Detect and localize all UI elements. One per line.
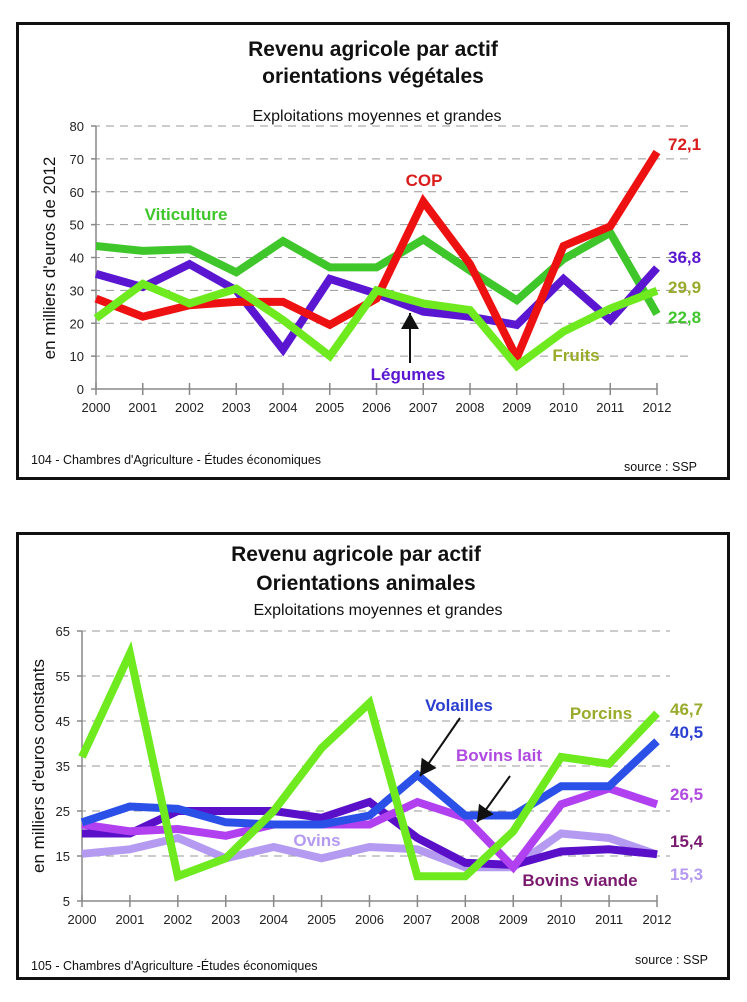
- series-annotation-volailles: Volailles: [425, 696, 493, 715]
- x-tick-label: 2002: [163, 912, 192, 927]
- chart1-footer-left: 104 - Chambres d'Agriculture - Études éc…: [31, 452, 321, 467]
- series-annotation-viticulture: Viticulture: [145, 205, 228, 224]
- arrowhead-icon: [401, 313, 419, 329]
- y-tick-label: 5: [63, 894, 70, 909]
- y-tick-label: 55: [56, 669, 70, 684]
- y-tick-label: 25: [56, 804, 70, 819]
- x-tick-label: 2005: [307, 912, 336, 927]
- series-annotation-bovins-viande: Bovins viande: [522, 871, 637, 890]
- x-tick-label: 2008: [456, 400, 485, 415]
- chart1-subtitle: Exploitations moyennes et grandes: [252, 108, 501, 125]
- y-tick-label: 80: [70, 119, 84, 134]
- end-value-label-cop: 72,1: [668, 135, 701, 154]
- x-tick-label: 2002: [175, 400, 204, 415]
- end-value-label-fruits: 29,9: [668, 278, 701, 297]
- chart2-footer-left: 105 - Chambres d'Agriculture -Études éco…: [31, 958, 318, 973]
- series-annotation-ovins: Ovins: [293, 831, 340, 850]
- x-tick-label: 2006: [362, 400, 391, 415]
- chart2-footer-right: source : SSP: [635, 953, 708, 967]
- chart1-ylabel: en milliers d'euros de 2012: [40, 157, 59, 360]
- x-tick-label: 2003: [211, 912, 240, 927]
- x-tick-label: 2012: [643, 400, 672, 415]
- end-value-label-porcins: 46,7: [670, 700, 703, 719]
- series-annotation-cop: COP: [406, 171, 443, 190]
- x-tick-label: 2005: [315, 400, 344, 415]
- y-tick-label: 15: [56, 849, 70, 864]
- x-tick-label: 2010: [549, 400, 578, 415]
- y-tick-label: 70: [70, 152, 84, 167]
- end-value-label-bovins-viande: 15,4: [670, 832, 704, 851]
- x-tick-label: 2007: [409, 400, 438, 415]
- y-tick-label: 10: [70, 349, 84, 364]
- y-tick-label: 50: [70, 218, 84, 233]
- x-tick-label: 2011: [596, 400, 624, 415]
- x-tick-label: 2009: [502, 400, 531, 415]
- x-tick-label: 2000: [68, 912, 97, 927]
- x-tick-label: 2009: [499, 912, 528, 927]
- arrowhead-icon: [477, 803, 494, 822]
- end-value-label-volailles: 40,5: [670, 723, 703, 742]
- y-tick-label: 35: [56, 759, 70, 774]
- end-value-label-viticulture: 22,8: [668, 308, 701, 327]
- series-annotation-legumes: Légumes: [371, 365, 446, 384]
- series-annotation-fruits: Fruits: [552, 346, 599, 365]
- x-tick-label: 2012: [643, 912, 672, 927]
- y-tick-label: 20: [70, 316, 84, 331]
- arrowhead-icon: [420, 757, 437, 776]
- chart1-plot: 0 10 20 30 40 50 60 70 80 2000 2001 2002 2003 2004 200…: [70, 119, 702, 415]
- x-tick-label: 2007: [403, 912, 432, 927]
- chart1-title-line2: orientations végétales: [262, 65, 484, 88]
- series-line-porcins: [78, 640, 660, 882]
- x-tick-label: 2008: [451, 912, 480, 927]
- series-line-volailles: [80, 738, 660, 829]
- x-tick-label: 2001: [128, 400, 157, 415]
- x-tick-label: 2003: [222, 400, 251, 415]
- chart1-title: Revenu agricole par actif: [248, 38, 499, 61]
- x-tick-label: 2006: [355, 912, 384, 927]
- y-tick-label: 65: [56, 624, 70, 639]
- x-tick-label: 2004: [269, 400, 298, 415]
- y-tick-label: 40: [70, 251, 84, 266]
- end-value-label-legumes: 36,8: [668, 248, 701, 267]
- y-tick-label: 45: [56, 714, 70, 729]
- y-tick-label: 60: [70, 185, 84, 200]
- chart2-plot: 5 15 25 35 45 55 65 2000 2001 2002 2003 2004 2005 200…: [56, 624, 704, 927]
- x-tick-label: 2010: [547, 912, 576, 927]
- chart2-title-line2: Orientations animales: [256, 572, 475, 595]
- chart1-footer-right: source : SSP: [624, 460, 697, 474]
- chart2-subtitle: Exploitations moyennes et grandes: [253, 602, 502, 619]
- x-tick-label: 2001: [115, 912, 144, 927]
- y-tick-label: 0: [77, 382, 84, 397]
- chart2-ylabel: en milliers d'euros constants: [29, 659, 48, 873]
- end-value-label-bovins-lait: 26,5: [670, 785, 703, 804]
- x-tick-label: 2011: [595, 912, 623, 927]
- series-annotation-porcins: Porcins: [570, 704, 632, 723]
- x-tick-label: 2004: [259, 912, 288, 927]
- x-tick-label: 2000: [82, 400, 111, 415]
- chart2-title: Revenu agricole par actif: [231, 543, 482, 566]
- end-value-label-ovins: 15,3: [670, 865, 703, 884]
- y-tick-label: 30: [70, 283, 84, 298]
- series-annotation-bovins-lait: Bovins lait: [456, 746, 542, 765]
